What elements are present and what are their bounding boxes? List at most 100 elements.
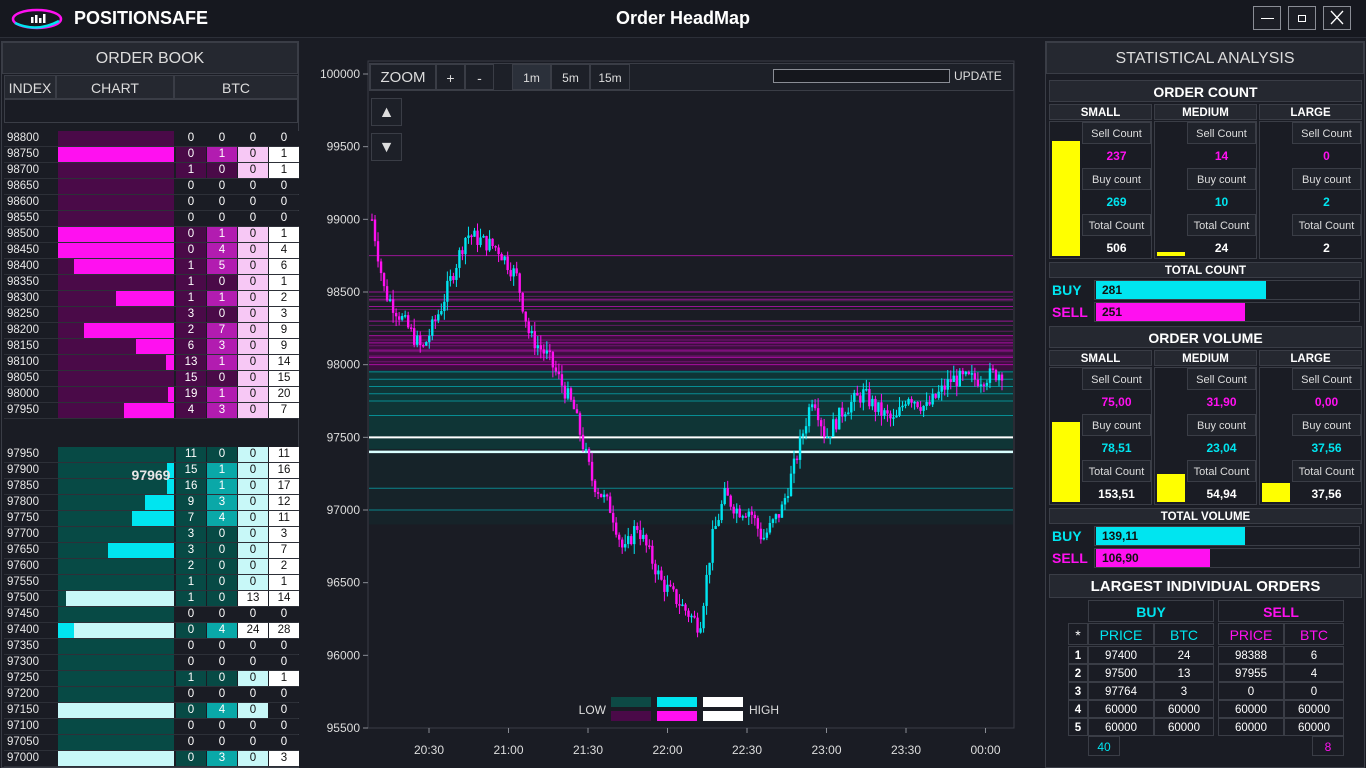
zoom-in-button[interactable]: + <box>436 64 465 90</box>
depth-bar <box>74 259 174 274</box>
ask-row: 97950 4 3 0 7 <box>4 403 299 419</box>
depth-bar-background <box>58 447 174 462</box>
bid-row: 97950 11 0 0 11 <box>4 447 299 463</box>
candle-body <box>614 522 618 535</box>
total-label: Total Count <box>1082 214 1151 236</box>
buy-label: Buy count <box>1292 414 1361 436</box>
candle-body <box>608 496 612 513</box>
candle-body <box>783 498 787 505</box>
total-count: 7 <box>269 403 299 418</box>
medium-count: 0 <box>207 307 237 322</box>
small-count: 16 <box>176 479 206 494</box>
candle-body <box>853 392 856 402</box>
close-button[interactable] <box>1323 6 1351 30</box>
candle-body <box>898 407 901 416</box>
candle-body <box>886 410 889 414</box>
candle-body <box>690 615 693 618</box>
zoom-out-button[interactable]: - <box>465 64 494 90</box>
ask-row: 98150 6 3 0 9 <box>4 339 299 355</box>
row-separator <box>4 162 298 163</box>
candle-body <box>443 301 446 312</box>
candle-body <box>584 448 588 451</box>
candle-body <box>753 514 757 519</box>
small-count: 3 <box>176 527 206 542</box>
large-count: 0 <box>238 275 268 290</box>
app-name: POSITIONSAFE <box>74 8 209 28</box>
small-count: 15 <box>176 371 206 386</box>
legend-sell-swatch <box>611 711 651 721</box>
medium-count: 0 <box>207 371 237 386</box>
medium-count: 0 <box>207 655 237 670</box>
candle-body <box>446 280 449 302</box>
row-separator <box>4 654 298 655</box>
ask-row: 98200 2 7 0 9 <box>4 323 299 339</box>
depth-bar-background <box>58 735 174 750</box>
small-count: 0 <box>176 227 206 242</box>
candle-body <box>416 335 419 345</box>
scroll-down-button[interactable]: ▼ <box>371 133 402 161</box>
bid-row: 97600 2 0 0 2 <box>4 559 299 575</box>
total-count: 28 <box>269 623 299 638</box>
candle-body <box>868 388 871 407</box>
candle-body <box>382 273 386 287</box>
largest-order-cell: 0 <box>1284 682 1344 700</box>
price-level: 97300 <box>7 656 39 668</box>
candle-body <box>666 584 669 592</box>
large-count: 0 <box>238 463 268 478</box>
ask-row: 98300 1 1 0 2 <box>4 291 299 307</box>
price-column-header: PRICE <box>1088 623 1154 645</box>
candle-body <box>922 405 925 411</box>
row-separator <box>4 542 298 543</box>
depth-bar <box>58 147 174 162</box>
heatmap-chart[interactable]: 100000 99500 99000 98500 98000 97500 97000 9650… <box>306 41 1040 768</box>
medium-count: 1 <box>207 387 237 402</box>
candle-body <box>479 237 482 245</box>
small-count: 1 <box>176 671 206 686</box>
scroll-up-button[interactable]: ▲ <box>371 98 402 126</box>
maximize-button[interactable] <box>1288 6 1316 30</box>
total-count: 9 <box>269 339 299 354</box>
candle-body <box>696 617 699 633</box>
small-count: 2 <box>176 559 206 574</box>
depth-bar <box>167 463 174 478</box>
arrow-down-icon: ▼ <box>378 139 395 156</box>
y-tick-label: 98000 <box>327 358 361 372</box>
buy-bar-track <box>1094 526 1360 546</box>
candle-body <box>958 370 961 387</box>
medium-count: 0 <box>207 735 237 750</box>
large-count: 0 <box>238 163 268 178</box>
timeframe-5m-button[interactable]: 5m <box>551 64 590 90</box>
candle-body <box>488 238 491 251</box>
candle-body <box>982 384 986 386</box>
candle-body <box>693 615 696 618</box>
candle-body <box>660 570 663 580</box>
price-level: 98750 <box>7 148 39 160</box>
row-separator <box>4 146 298 147</box>
btc-column-header: BTC <box>1154 623 1214 645</box>
small-count: 19 <box>176 387 206 402</box>
depth-bar <box>124 403 174 418</box>
price-level: 98400 <box>7 260 39 272</box>
sell-value: 31,90 <box>1206 395 1237 409</box>
depth-bar <box>166 355 174 370</box>
candle-body <box>735 508 738 514</box>
timeframe-1m-button[interactable]: 1m <box>512 64 551 90</box>
buy-value: 269 <box>1106 195 1127 209</box>
total-count: 0 <box>269 179 299 194</box>
largest-order-cell: 13 <box>1154 664 1214 682</box>
bid-row: 97550 1 0 0 1 <box>4 575 299 591</box>
small-column-title: SMALL <box>1049 104 1152 120</box>
depth-bar-background <box>58 307 174 322</box>
total-count: 14 <box>269 355 299 370</box>
largest-order-cell: 60000 <box>1284 718 1344 736</box>
candle-body <box>774 514 778 520</box>
heatmap-chart-panel: 100000 99500 99000 98500 98000 97500 97000 9650… <box>306 41 1040 768</box>
minimize-button[interactable] <box>1253 6 1281 30</box>
timeframe-15m-button[interactable]: 15m <box>590 64 630 90</box>
update-button[interactable]: UPDATE <box>954 69 1002 83</box>
depth-bar <box>58 751 174 766</box>
price-level: 98300 <box>7 292 39 304</box>
total-count: 16 <box>269 463 299 478</box>
candle-body <box>925 402 928 406</box>
sell-total-value: 106,90 <box>1102 551 1139 565</box>
